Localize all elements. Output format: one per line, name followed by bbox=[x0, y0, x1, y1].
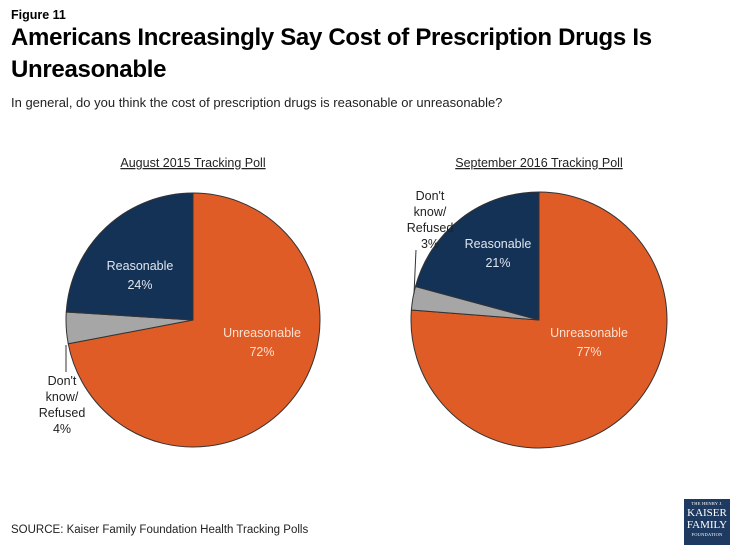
chart-subtitle: In general, do you think the cost of pre… bbox=[11, 95, 503, 110]
data-label-category: Refused bbox=[39, 406, 86, 420]
chart-title: Americans Increasingly Say Cost of Presc… bbox=[11, 24, 652, 83]
pie-slice-unreasonable bbox=[410, 191, 668, 449]
data-label-category: know/ bbox=[46, 390, 79, 404]
pie-slice-reasonable bbox=[414, 191, 540, 321]
data-label-category: Don't bbox=[48, 374, 77, 388]
data-label-category: Unreasonable bbox=[223, 326, 301, 340]
data-label-value: 72% bbox=[249, 345, 274, 359]
logo-line: FOUNDATION bbox=[691, 531, 723, 537]
logo-line: THE HENRY J. bbox=[691, 501, 723, 506]
logo-line: KAISER bbox=[687, 506, 727, 519]
data-label-category: know/ bbox=[414, 205, 447, 219]
data-label-value: 4% bbox=[53, 422, 71, 436]
data-label-category: Refused bbox=[407, 221, 454, 235]
data-label-category: Reasonable bbox=[107, 259, 174, 273]
data-label-category: Reasonable bbox=[465, 237, 532, 251]
pie-chart-aug-2015: August 2015 Tracking Poll Unreasonable 72… bbox=[39, 156, 321, 448]
data-label-value: 24% bbox=[127, 278, 152, 292]
data-label-category: Don't bbox=[416, 189, 445, 203]
data-label-category: Unreasonable bbox=[550, 326, 628, 340]
data-label-value: 3% bbox=[421, 237, 439, 251]
data-label-value: 77% bbox=[576, 345, 601, 359]
kff-logo: THE HENRY J. KAISER FAMILY FOUNDATION bbox=[684, 499, 730, 545]
pie-slice-reasonable bbox=[65, 192, 194, 321]
pie-slice-unreasonable bbox=[67, 192, 321, 448]
logo-line: FAMILY bbox=[686, 518, 728, 531]
leader-line bbox=[413, 249, 417, 295]
pie-title: September 2016 Tracking Poll bbox=[455, 156, 622, 170]
source-note: SOURCE: Kaiser Family Foundation Health … bbox=[11, 524, 309, 536]
figure-label: Figure 11 bbox=[11, 8, 66, 22]
data-label-value: 21% bbox=[485, 256, 510, 270]
pie-chart-sep-2016: September 2016 Tracking Poll Unreasonabl… bbox=[407, 156, 668, 449]
pie-title: August 2015 Tracking Poll bbox=[120, 156, 265, 170]
